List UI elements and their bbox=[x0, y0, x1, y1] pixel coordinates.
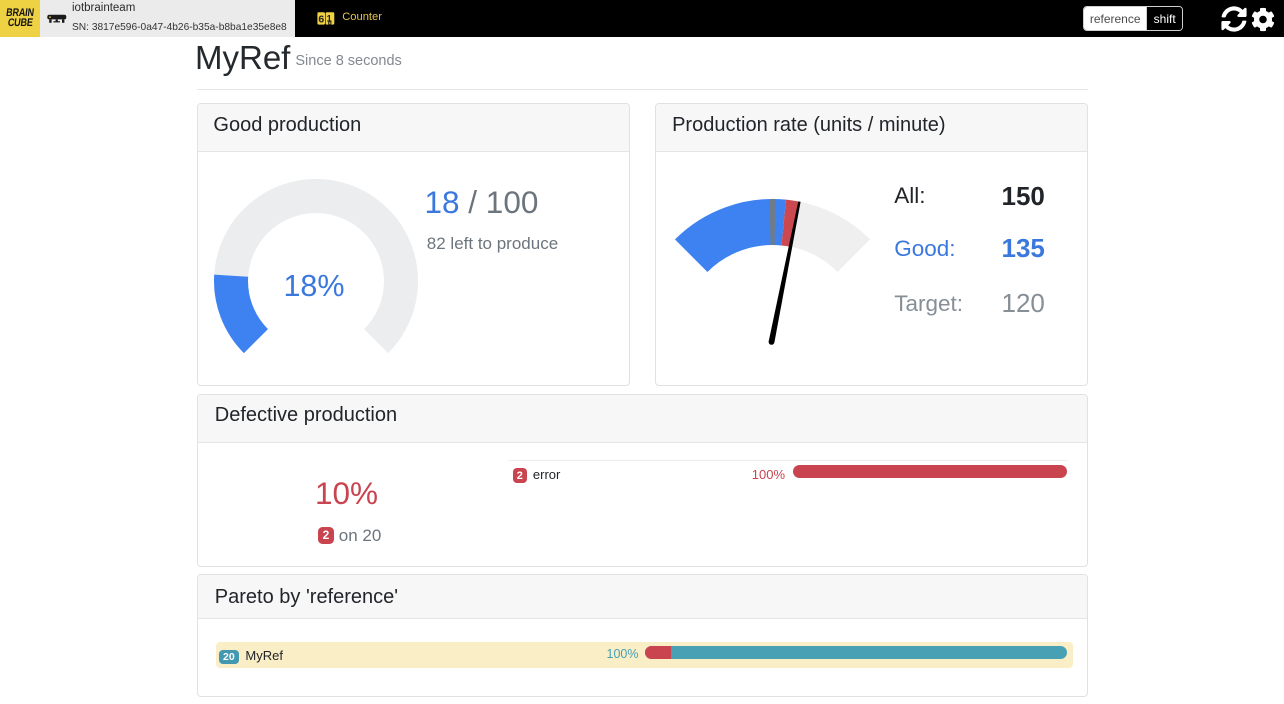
svg-text:1: 1 bbox=[327, 14, 333, 25]
svg-text:6: 6 bbox=[318, 14, 324, 26]
